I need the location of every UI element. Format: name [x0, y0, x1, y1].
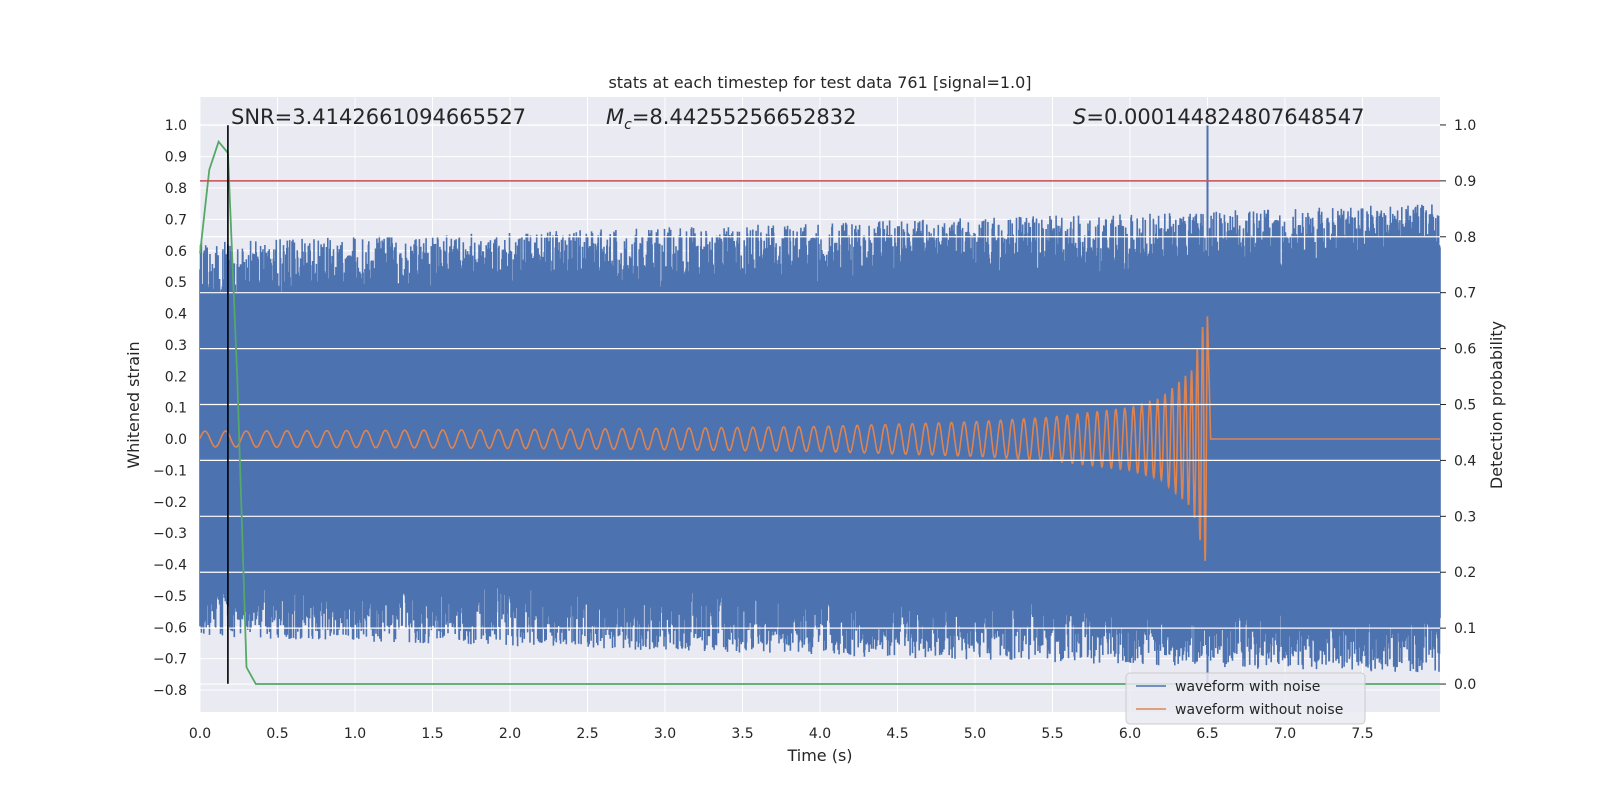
x-tick-label: 6.5	[1196, 726, 1218, 742]
y-axis-left-ticks: 1.0 0.9 0.8 0.7 0.6 0.5 0.4 0.3 0.2 0.1 0.0 −0.1 −0.…	[153, 118, 187, 699]
chirp-mass-subscript: c	[624, 117, 632, 133]
y-right-tick-label: 0.9	[1454, 174, 1476, 190]
y-left-tick-label: 0.0	[165, 432, 187, 448]
s-symbol: S	[1073, 105, 1086, 129]
x-tick-label: 7.0	[1274, 726, 1296, 742]
y-left-tick-label: 0.1	[165, 401, 187, 417]
y-right-tick-label: 0.1	[1454, 621, 1476, 637]
x-tick-label: 5.5	[1041, 726, 1063, 742]
s-value: =0.000144824807648547	[1086, 105, 1364, 129]
y-right-tick-label: 0.5	[1454, 398, 1476, 414]
y-left-tick-label: −0.5	[153, 589, 187, 605]
x-tick-label: 5.0	[964, 726, 986, 742]
x-tick-label: 0.0	[189, 726, 211, 742]
x-tick-label: 1.5	[421, 726, 443, 742]
snr-annotation: SNR=3.4142661094665527	[231, 105, 526, 129]
y-left-tick-label: 1.0	[165, 118, 187, 134]
y-left-tick-label: 0.9	[165, 150, 187, 166]
chirp-mass-value: =8.44255256652832	[632, 105, 857, 129]
y-left-tick-label: −0.3	[153, 526, 187, 542]
chart-title: stats at each timestep for test data 761…	[608, 73, 1031, 92]
x-tick-label: 4.0	[809, 726, 831, 742]
y-left-tick-label: 0.2	[165, 369, 187, 385]
reference-lines	[200, 125, 1440, 684]
clean-waveform-path	[199, 316, 1440, 562]
x-tick-label: 7.5	[1351, 726, 1373, 742]
x-tick-label: 3.5	[731, 726, 753, 742]
y-left-tick-label: −0.2	[153, 495, 187, 511]
y-right-tick-label: 0.8	[1454, 230, 1476, 246]
chirp-mass-annotation: Mc=8.44255256652832	[606, 105, 857, 133]
y-right-tick-label: 0.3	[1454, 509, 1476, 525]
x-tick-label: 0.5	[266, 726, 288, 742]
series-waveform-without-noise	[199, 316, 1440, 562]
x-axis-label: Time (s)	[786, 746, 852, 765]
s-annotation: S=0.000144824807648547	[1073, 105, 1364, 129]
y-left-tick-label: 0.5	[165, 275, 187, 291]
y-left-tick-label: 0.6	[165, 244, 187, 260]
y-axis-left-label: Whitened strain	[124, 341, 143, 468]
legend-label-noise: waveform with noise	[1175, 679, 1320, 695]
legend-label-clean: waveform without noise	[1175, 702, 1343, 718]
y-left-tick-label: −0.1	[153, 463, 187, 479]
y-left-tick-label: 0.3	[165, 338, 187, 354]
chirp-mass-symbol: M	[606, 105, 624, 129]
legend: waveform with noise waveform without noi…	[1125, 672, 1366, 725]
y-axis-right-ticks: 1.0 0.9 0.8 0.7 0.6 0.5 0.4 0.3 0.2 0.1 0.0	[1440, 118, 1476, 693]
y-axis-right-label: Detection probability	[1487, 321, 1506, 489]
y-left-tick-label: 0.7	[165, 212, 187, 228]
y-left-tick-label: −0.8	[153, 683, 187, 699]
y-right-tick-label: 0.4	[1454, 453, 1476, 469]
y-right-tick-label: 0.6	[1454, 342, 1476, 358]
series-detection-probability	[199, 139, 1440, 685]
x-tick-label: 4.5	[886, 726, 908, 742]
y-right-tick-label: 0.0	[1454, 677, 1476, 693]
probability-line	[199, 139, 1440, 685]
y-right-tick-label: 0.2	[1454, 565, 1476, 581]
x-tick-label: 3.0	[654, 726, 676, 742]
legend-box	[1125, 672, 1366, 725]
y-right-tick-label: 1.0	[1454, 118, 1476, 134]
y-left-tick-label: −0.4	[153, 558, 187, 574]
y-left-tick-label: −0.6	[153, 620, 187, 636]
x-tick-label: 1.0	[344, 726, 366, 742]
y-left-tick-label: −0.7	[153, 652, 187, 668]
y-left-tick-label: 0.8	[165, 181, 187, 197]
x-tick-label: 2.0	[499, 726, 521, 742]
y-right-tick-label: 0.7	[1454, 286, 1476, 302]
x-axis-ticks: 0.0 0.5 1.0 1.5 2.0 2.5 3.0 3.5 4.0 4.5 5.0 5.5 6.0 6…	[189, 726, 1374, 742]
x-tick-label: 6.0	[1119, 726, 1141, 742]
y-left-tick-label: 0.4	[165, 307, 187, 323]
x-tick-label: 2.5	[576, 726, 598, 742]
